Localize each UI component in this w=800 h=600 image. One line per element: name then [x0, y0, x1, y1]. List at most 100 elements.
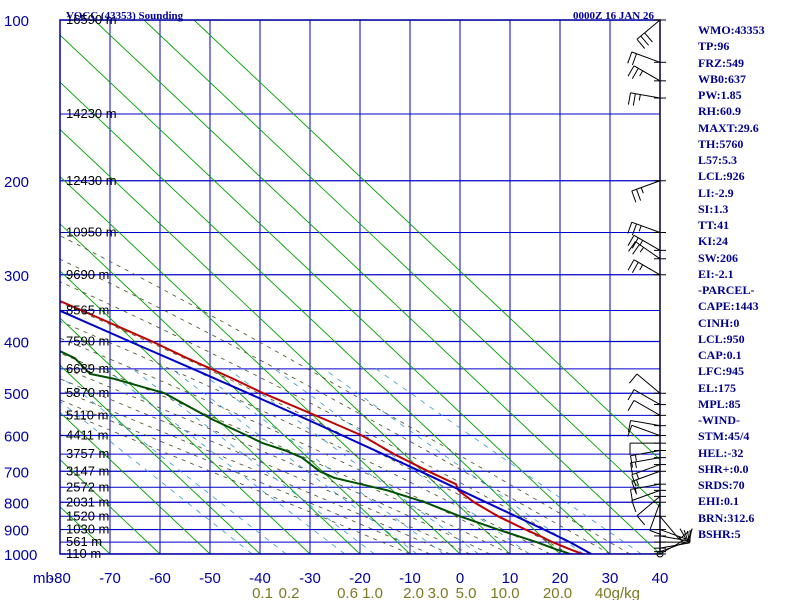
barb-shaft — [636, 373, 661, 394]
mixing-ratio-line — [274, 368, 530, 554]
isotherm-line — [60, 34, 611, 554]
barb-flag — [627, 51, 633, 64]
moist-adiabat-line — [60, 235, 631, 554]
height-label: 9690 m — [66, 267, 109, 282]
barb-shaft — [659, 529, 689, 541]
mixing-ratio-label: 0.6 — [337, 585, 358, 600]
temperature-tick-label: 40 — [652, 570, 669, 587]
wind-barb — [627, 259, 661, 276]
pressure-tick-label: 400 — [4, 335, 29, 352]
index-row: LCL:950 — [698, 331, 745, 346]
barb-half-flag — [636, 472, 640, 479]
wind-barb — [659, 528, 693, 541]
pressure-tick-label: 300 — [4, 268, 29, 285]
barb-flag — [631, 223, 637, 236]
isotherm-line — [60, 81, 561, 554]
mixing-ratio-label: 5.0 — [456, 585, 477, 600]
pressure-tick-label: 500 — [4, 386, 29, 403]
index-row: CAPE:1443 — [698, 299, 759, 314]
barb-shaft — [630, 420, 661, 427]
moist-adiabat-line — [60, 399, 431, 554]
wind-barb — [631, 489, 661, 513]
index-row: -WIND- — [698, 413, 740, 427]
temperature-tick-label: -30 — [299, 570, 321, 587]
moist-adiabat-line — [60, 389, 451, 554]
index-row: LFC:945 — [698, 364, 744, 379]
moist-adiabat-line — [60, 320, 551, 554]
index-row: EI:-2.1 — [698, 266, 734, 281]
barb-flag — [627, 222, 633, 234]
mixing-ratio-label: 0.1 — [252, 585, 273, 600]
height-label: 7590 m — [66, 334, 109, 349]
barb-flag — [631, 68, 639, 79]
dewpoint-profile-line — [60, 350, 579, 554]
barb-shaft — [636, 495, 661, 517]
barb-flag — [644, 32, 653, 43]
barb-flag — [627, 389, 635, 401]
barb-shaft — [659, 515, 680, 540]
barb-flag — [678, 531, 689, 540]
wind-barb — [636, 19, 661, 49]
index-row: MPL:85 — [698, 396, 741, 411]
index-row: SHR+:0.0 — [698, 461, 749, 476]
index-row: WB0:637 — [698, 71, 746, 86]
index-row: FRZ:549 — [698, 55, 744, 70]
barb-flag — [630, 455, 633, 468]
barb-flag — [631, 474, 637, 487]
isotherm-line — [60, 270, 361, 554]
wind-barb — [627, 389, 661, 405]
index-row: CINH:0 — [698, 315, 740, 330]
barb-half-flag — [639, 70, 644, 77]
indices-panel: WMO:43353 TP:96 FRZ:549 WB0:637 PW:1.85 RH:60… — [698, 22, 798, 542]
wind-barb — [627, 420, 661, 433]
barb-shaft — [633, 65, 661, 82]
pressure-tick-label: 700 — [4, 464, 29, 481]
wind-barb — [649, 502, 662, 535]
isotherm-line — [60, 176, 461, 554]
barb-flag — [627, 420, 631, 433]
height-label: 110 m — [66, 546, 101, 561]
moist-adiabat-line — [60, 337, 531, 554]
barb-flag — [627, 400, 635, 411]
mixing-ratio-line — [60, 400, 253, 554]
mixing-ratio-line — [132, 368, 375, 554]
mixing-ratio-line — [227, 368, 479, 554]
isotherm-line — [93, 20, 660, 554]
moist-adiabat-line — [60, 366, 491, 554]
barb-shaft — [631, 470, 661, 482]
temperature-tick-label: -40 — [249, 570, 271, 587]
pressure-tick-label: 800 — [4, 495, 29, 512]
height-label: 16590 m — [66, 12, 117, 27]
chart-time: 0000Z 16 JAN 26 — [573, 10, 654, 22]
moist-adiabat-line — [60, 352, 511, 554]
chart-title: VOCC (43353) Sounding — [66, 10, 184, 22]
barb-half-flag — [634, 461, 637, 468]
mixing-ratio-label: 10.0 — [490, 585, 519, 600]
mixing-ratio-line — [375, 368, 642, 554]
isotherm-line — [60, 411, 211, 554]
pressure-tick-label: 1000 — [4, 547, 37, 564]
barb-flag — [631, 481, 637, 493]
wind-barb — [627, 221, 661, 236]
barb-flag — [627, 235, 635, 246]
barb-flag — [631, 262, 639, 273]
wind-barb — [627, 424, 661, 437]
wind-barb — [631, 470, 661, 493]
height-label: 6689 m — [66, 361, 109, 376]
barb-flag — [631, 237, 639, 249]
barb-half-flag — [639, 247, 645, 253]
barb-half-flag — [638, 94, 641, 101]
index-row: MAXT:29.6 — [698, 120, 759, 135]
height-label: 12430 m — [66, 173, 117, 188]
wind-barb — [629, 442, 661, 456]
barb-half-flag — [639, 264, 644, 271]
barb-shaft — [633, 259, 661, 276]
temperature-profile-line — [60, 299, 590, 554]
moist-adiabat-line — [60, 258, 611, 554]
barb-flag — [632, 93, 636, 106]
wind-barb — [631, 464, 661, 487]
barb-shaft — [631, 180, 661, 192]
barb-flag — [627, 425, 633, 437]
temperature-tick-label: -20 — [349, 570, 371, 587]
isotherm-line — [60, 364, 261, 554]
